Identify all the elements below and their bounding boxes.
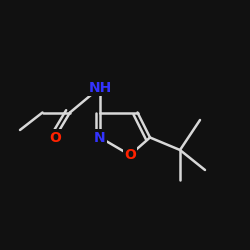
Text: O: O: [124, 148, 136, 162]
Text: NH: NH: [88, 80, 112, 94]
Text: N: N: [94, 130, 106, 144]
Text: O: O: [49, 130, 61, 144]
